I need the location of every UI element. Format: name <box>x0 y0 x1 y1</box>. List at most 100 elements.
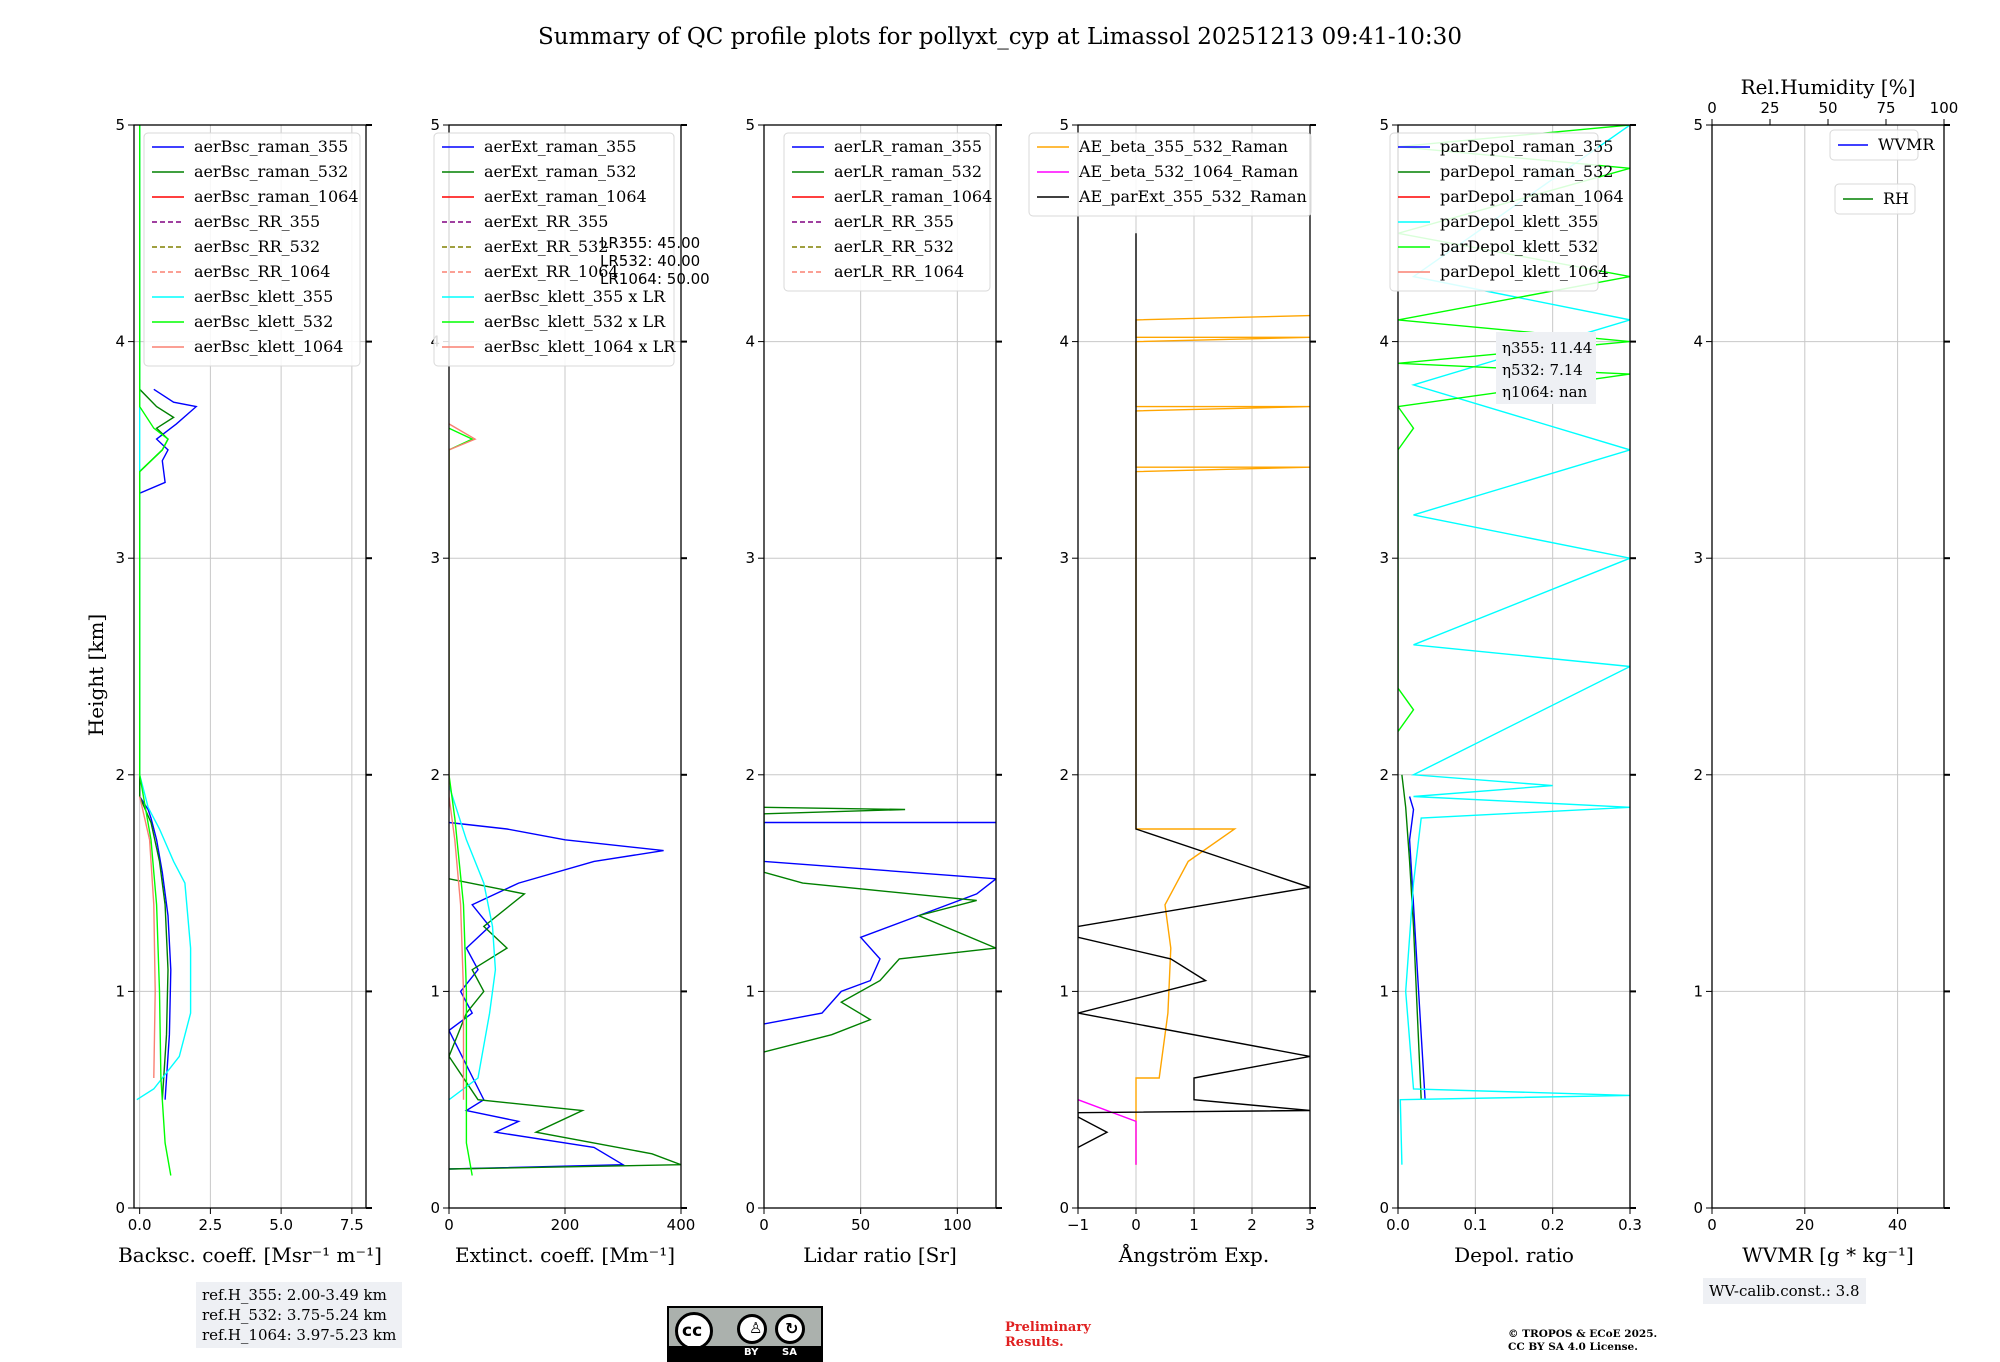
legend-label: AE_beta_355_532_Raman <box>1078 137 1288 156</box>
y-tick-label: 5 <box>745 116 755 134</box>
axes-frame <box>133 124 367 1209</box>
eta-note: η1064: nan <box>1502 383 1588 401</box>
series-line-AE_beta_355_532_Raman <box>1135 314 1310 1165</box>
axes-frame <box>1397 124 1631 1209</box>
legend-label: parDepol_klett_532 <box>1440 237 1598 256</box>
y-tick-label: 1 <box>1059 982 1069 1000</box>
preliminary-line-1: Preliminary <box>1005 1320 1091 1335</box>
cc-license-badge: cc ♙ ↻ BY SA <box>667 1306 823 1362</box>
lr-note: LR1064: 50.00 <box>600 270 710 288</box>
series-line-parDepol_klett_355 <box>1399 125 1630 1165</box>
series-line-aerLR_raman_532 <box>764 806 996 1053</box>
top-tick-label: 100 <box>1930 99 1959 117</box>
x-tick-label: 0.0 <box>1386 1216 1410 1234</box>
copyright-note: © TROPOS & ECoE 2025. CC BY SA 4.0 Licen… <box>1508 1328 1657 1354</box>
x-tick-label: 1 <box>1189 1216 1199 1234</box>
top-tick-label: 50 <box>1818 99 1837 117</box>
copyright-line-1: © TROPOS & ECoE 2025. <box>1508 1328 1658 1340</box>
ref-height-532: ref.H_532: 3.75-5.24 km <box>202 1306 387 1324</box>
y-tick-label: 0 <box>1693 1199 1703 1217</box>
legend-label: aerBsc_raman_355 <box>194 137 348 156</box>
legend-label: aerExt_raman_1064 <box>484 187 647 206</box>
legend-label: aerLR_raman_1064 <box>834 187 992 206</box>
y-tick-label: 0 <box>745 1199 755 1217</box>
legend-label: aerBsc_klett_355 x LR <box>484 287 666 306</box>
series-line-aerBsc_klett_1064 <box>139 796 156 1079</box>
legend-label: RH <box>1883 189 1909 208</box>
cc-by-label: BY <box>744 1347 759 1358</box>
y-tick-label: 2 <box>1059 766 1069 784</box>
legend-label: aerBsc_klett_1064 x LR <box>484 337 676 356</box>
y-tick-label: 3 <box>430 549 440 567</box>
y-tick-label: 2 <box>115 766 125 784</box>
legend-label: aerExt_RR_355 <box>484 212 608 231</box>
ref-heights-box: ref.H_355: 2.00-3.49 km ref.H_532: 3.75-… <box>196 1282 403 1348</box>
series-line-parDepol_raman_532 <box>1401 774 1422 1100</box>
legend-label: parDepol_klett_355 <box>1440 212 1598 231</box>
panel-depol: 0.0 0.1 0.2 0.3 0 1 2 3 4 5 Depol. ratio parDepol_r… <box>1379 116 1641 1267</box>
axes-frame <box>1711 124 1945 1209</box>
axes-frame <box>763 124 997 1209</box>
axes-frame <box>448 124 682 1209</box>
y-tick-label: 0 <box>430 1199 440 1217</box>
x-tick-label: 0.2 <box>1541 1216 1565 1234</box>
legend-label: aerBsc_klett_532 x LR <box>484 312 666 331</box>
legend-label: aerLR_raman_355 <box>834 137 982 156</box>
y-axis-label: Height [km] <box>84 614 108 736</box>
y-tick-label: 5 <box>1693 116 1703 134</box>
legend-label: parDepol_raman_1064 <box>1440 187 1624 206</box>
x-tick-label: 0.3 <box>1618 1216 1642 1234</box>
y-tick-label: 5 <box>115 116 125 134</box>
y-tick-label: 3 <box>1379 549 1389 567</box>
by-person-icon: ♙ <box>737 1314 767 1344</box>
x-tick-label: 3 <box>1305 1216 1315 1234</box>
x-tick-label: 7.5 <box>340 1216 364 1234</box>
x-tick-label: 5.0 <box>269 1216 293 1234</box>
cc-sa-label: SA <box>782 1347 797 1358</box>
legend-label: aerExt_RR_1064 <box>484 262 619 281</box>
x-tick-label: 2 <box>1247 1216 1257 1234</box>
series-line-AE_beta_532_1064_Raman <box>1078 1099 1137 1165</box>
series-line-AE_parExt_355_532_Raman <box>1078 233 1310 1149</box>
legend-box <box>1829 129 1919 161</box>
legend-label: aerBsc_RR_532 <box>194 237 320 256</box>
panel-lr: 0 50 100 0 1 2 3 4 5 Lidar ratio [Sr] aerLR_raman_… <box>745 116 1002 1267</box>
y-tick-label: 3 <box>1693 549 1703 567</box>
legend-label: parDepol_raman_532 <box>1440 162 1613 181</box>
x-axis-label: Depol. ratio <box>1454 1243 1574 1267</box>
preliminary-note: Preliminary Results. <box>1005 1320 1091 1350</box>
legend-label: AE_parExt_355_532_Raman <box>1078 187 1307 206</box>
series-line-aerExt_raman_355 <box>449 821 664 1170</box>
x-axis-label: WVMR [g * kg⁻¹] <box>1742 1243 1914 1267</box>
eta-note: η355: 11.44 <box>1502 339 1592 357</box>
legend-label: WVMR <box>1878 135 1935 154</box>
legend-label: aerExt_RR_532 <box>484 237 608 256</box>
panel-bsc: 0.0 2.5 5.0 7.5 0 1 2 3 4 5 Backsc. coeff. [Msr⁻¹ … <box>115 116 381 1267</box>
y-tick-label: 4 <box>1693 333 1703 351</box>
eta-note: η532: 7.14 <box>1502 361 1583 379</box>
series-group <box>764 806 996 1053</box>
legend-label: aerLR_RR_1064 <box>834 262 964 281</box>
legend-label: aerLR_raman_532 <box>834 162 982 181</box>
x-tick-label: 50 <box>851 1216 870 1234</box>
y-tick-label: 3 <box>1059 549 1069 567</box>
y-tick-label: 3 <box>745 549 755 567</box>
eta-box <box>1496 332 1596 404</box>
legend-box <box>433 132 675 367</box>
legend-label: aerExt_raman_532 <box>484 162 637 181</box>
y-tick-label: 2 <box>430 766 440 784</box>
ref-height-1064: ref.H_1064: 3.97-5.23 km <box>202 1326 397 1344</box>
legend-label: parDepol_klett_1064 <box>1440 262 1609 281</box>
top-tick-label: 75 <box>1876 99 1895 117</box>
lr-note: LR355: 45.00 <box>600 234 700 252</box>
series-line-parDepol_raman_355 <box>1408 796 1426 1100</box>
x-axis-label: Backsc. coeff. [Msr⁻¹ m⁻¹] <box>118 1243 382 1267</box>
x-tick-label: 400 <box>667 1216 696 1234</box>
y-tick-label: 2 <box>745 766 755 784</box>
legend-label: parDepol_raman_355 <box>1440 137 1613 156</box>
legend-label: aerBsc_raman_532 <box>194 162 348 181</box>
x-tick-label: 0.0 <box>128 1216 152 1234</box>
legend-label: aerBsc_klett_1064 <box>194 337 343 356</box>
